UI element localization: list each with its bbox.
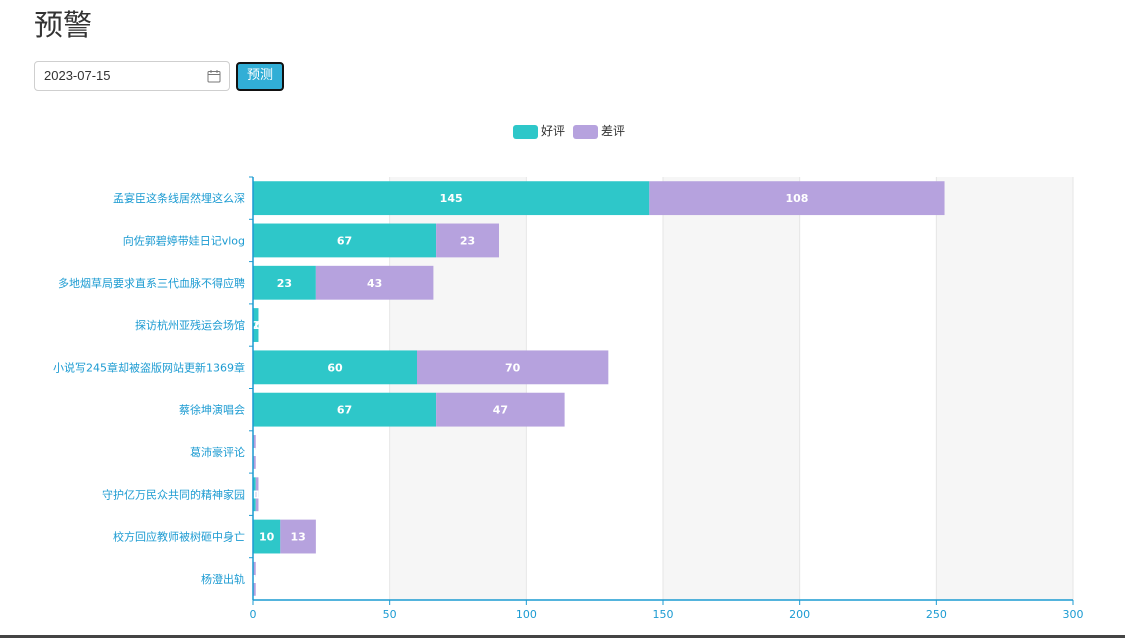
legend-swatch-good [513,125,538,139]
bar-bad [255,477,259,512]
date-picker[interactable] [34,61,230,91]
data-label-bad: 1 [251,573,259,586]
legend-swatch-bad [573,125,598,139]
data-label-bad: 23 [460,234,475,247]
legend-label-bad: 差评 [601,124,626,138]
bar-bad [417,350,609,385]
grid-band [663,177,800,600]
data-label-bad: 13 [290,531,305,544]
x-tick-label: 100 [516,608,537,621]
x-tick-label: 50 [383,608,397,621]
bar-bad [253,561,256,596]
category-label: 校方回应教师被树砸中身亡 [113,530,245,544]
bar-good [253,477,256,512]
page-title: 预警 [34,8,93,42]
data-label-good: 23 [277,277,292,290]
bar-bad [253,435,256,469]
category-label: 杨澄出轨 [201,572,245,586]
grid-band [799,177,937,600]
bar-bad [436,392,565,427]
predict-button[interactable]: 预测 [236,62,284,91]
data-label-bad: 70 [505,361,521,374]
data-label-bad: 1 [253,488,261,501]
category-label: 多地烟草局要求直系三代血脉不得应聘 [58,276,245,290]
category-label: 向佐郭碧婷带娃日记vlog [123,233,245,247]
bar-good [253,519,281,554]
bar-bad [315,265,434,300]
date-input[interactable] [44,68,194,83]
bar-bad [280,519,316,554]
bar-bad [649,181,945,216]
category-label: 守护亿万民众共同的精神家园 [102,487,245,501]
data-label-bad: 108 [785,192,808,205]
category-label: 小说写245章却被盗版网站更新1369章 [53,360,245,374]
grid-band [936,177,1073,600]
x-tick-label: 150 [653,608,674,621]
grid-band [526,177,663,600]
bar-good [253,265,316,300]
data-label-bad: 0 [255,319,263,332]
data-label-good: 67 [337,234,352,247]
data-label-good: 2 [252,319,260,332]
bar-good [253,181,650,216]
bar-bad [436,223,499,258]
x-tick-label: 250 [926,608,947,621]
x-tick-label: 300 [1063,608,1084,621]
data-label-good: 10 [259,531,275,544]
bar-good [253,392,437,427]
data-label-bad: 1 [251,446,259,459]
x-tick-label: 200 [789,608,810,621]
calendar-icon[interactable] [207,69,221,83]
bar-good [253,308,259,342]
data-label-good: 1 [251,488,259,501]
bar-good [253,223,437,258]
category-label: 蔡徐坤演唱会 [179,403,245,417]
bar-good [253,350,417,385]
legend-label-good: 好评 [541,124,566,138]
category-label: 孟宴臣这条线居然埋这么深 [113,191,245,205]
bottom-divider [0,635,1125,638]
category-label: 探访杭州亚残运会场馆 [135,318,245,332]
data-label-good: 67 [337,404,352,417]
data-label-bad: 47 [493,404,508,417]
data-label-good: 145 [440,192,463,205]
data-label-good: 60 [327,361,343,374]
data-label-bad: 43 [367,277,382,290]
category-label: 葛沛豪评论 [190,445,245,459]
x-tick-label: 0 [250,608,257,621]
